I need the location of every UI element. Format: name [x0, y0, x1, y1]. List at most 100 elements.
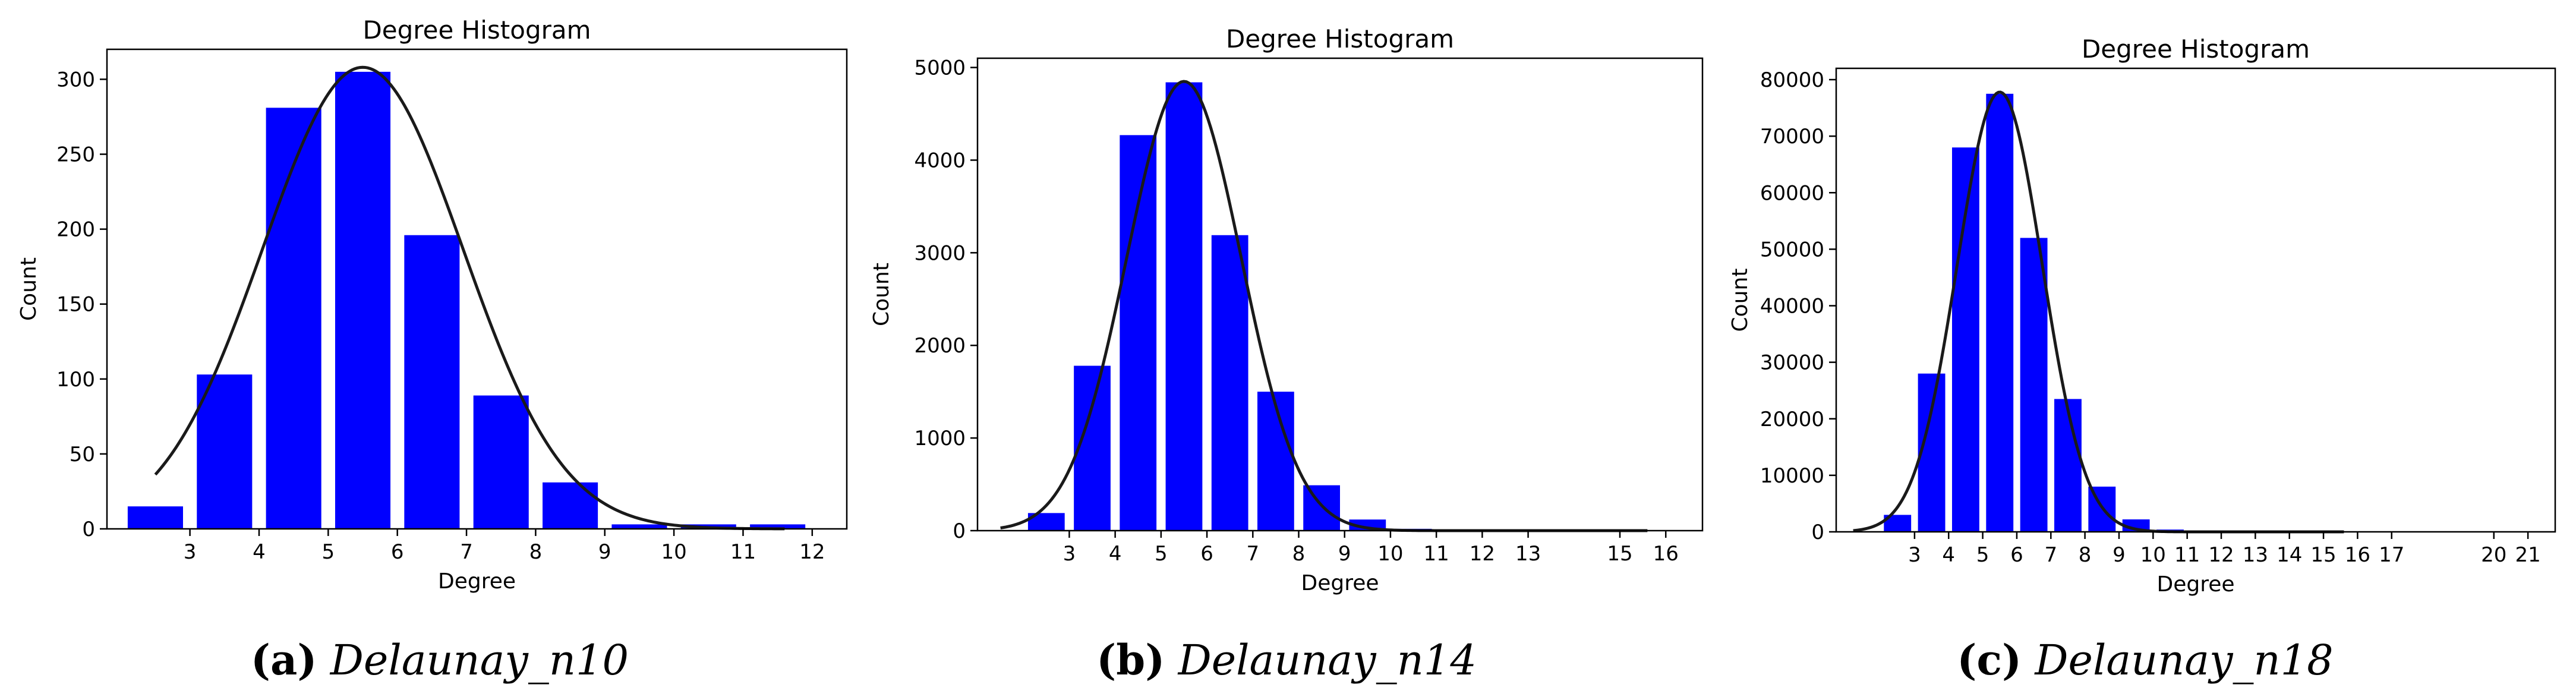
bar-3 — [335, 71, 391, 529]
y-tick-label: 0 — [1811, 521, 1824, 544]
y-tick-label: 150 — [56, 293, 95, 317]
x-tick-label: 8 — [529, 540, 543, 564]
x-tick-label: 7 — [1246, 542, 1259, 566]
y-tick-label: 40000 — [1760, 295, 1824, 319]
bars — [1884, 93, 2252, 532]
bar-7 — [611, 524, 667, 529]
bar-2 — [266, 108, 321, 529]
bar-6 — [1303, 485, 1340, 531]
y-tick-label: 3000 — [914, 241, 966, 265]
x-tick-label: 11 — [730, 540, 756, 564]
caption-name: Delaunay_n18 — [2033, 636, 2333, 685]
caption-name: Delaunay_n14 — [1177, 636, 1477, 685]
x-tick-label: 10 — [2140, 543, 2166, 567]
subfigure-caption: (a) Delaunay_n10 — [251, 635, 629, 685]
caption-label: (a) — [251, 635, 317, 685]
x-tick-label: 6 — [1200, 542, 1213, 566]
bar-4 — [2020, 238, 2048, 532]
y-tick-label: 10000 — [1760, 464, 1824, 488]
x-tick-label: 6 — [391, 540, 404, 564]
x-tick-label: 9 — [2112, 543, 2126, 567]
y-tick-label: 250 — [56, 143, 95, 167]
chart-title: Degree Histogram — [362, 15, 591, 45]
y-tick-label: 70000 — [1760, 125, 1824, 149]
y-tick-label: 200 — [56, 218, 95, 242]
fit-curve — [154, 65, 785, 531]
x-tick-label: 4 — [1109, 542, 1122, 566]
x-tick-label: 20 — [2481, 543, 2506, 567]
chart-title: Degree Histogram — [1226, 24, 1454, 53]
bar-4 — [1211, 235, 1248, 531]
x-tick-label: 10 — [661, 540, 686, 564]
y-tick-label: 20000 — [1760, 408, 1824, 431]
x-tick-label: 5 — [1155, 542, 1168, 566]
x-ticks: 3 4 5 6 7 8 9 10 11 12 13 14 15 16 17 20 21 — [1908, 532, 2541, 567]
caption-label: (c) — [1957, 635, 2022, 685]
y-tick-label: 60000 — [1760, 181, 1824, 205]
y-tick-label: 1000 — [914, 427, 966, 450]
bar-9 — [750, 524, 806, 529]
axes-frame — [106, 48, 848, 530]
subfigure-caption: (b) Delaunay_n14 — [1096, 635, 1477, 685]
x-tick-label: 13 — [1515, 542, 1541, 566]
caption-space — [1165, 636, 1178, 685]
bar-5 — [1257, 392, 1294, 531]
caption-space — [317, 636, 330, 685]
bar-4 — [404, 235, 460, 529]
x-tick-label: 12 — [2208, 543, 2234, 567]
x-tick-label: 5 — [322, 540, 335, 564]
y-tick-label: 4000 — [914, 149, 966, 172]
bar-1 — [1918, 373, 1946, 532]
bar-5 — [473, 395, 529, 529]
x-tick-label: 11 — [2174, 543, 2200, 567]
bar-0 — [127, 506, 183, 529]
panel-b: 3 4 5 6 7 8 9 10 11 12 13 15 16 0 1000 2000 3000 4000 5000… — [869, 24, 1704, 685]
x-tick-label: 21 — [2515, 543, 2540, 567]
x-tick-label: 17 — [2379, 543, 2404, 567]
x-tick-label: 5 — [1976, 543, 1989, 567]
caption-space — [2022, 636, 2035, 685]
x-tick-label: 9 — [598, 540, 611, 564]
y-axis-label: Count — [17, 257, 41, 321]
bar-3 — [1986, 93, 2014, 532]
y-tick-label: 30000 — [1760, 351, 1824, 375]
x-tick-label: 12 — [799, 540, 825, 564]
bars — [1027, 82, 1524, 531]
y-ticks: 0 50 100 150 200 250 300 — [56, 68, 107, 541]
y-tick-label: 0 — [82, 518, 95, 541]
x-tick-label: 16 — [2345, 543, 2370, 567]
bar-1 — [1074, 365, 1111, 531]
bar-6 — [543, 482, 598, 529]
y-tick-label: 100 — [56, 368, 95, 392]
y-tick-label: 300 — [56, 68, 95, 92]
y-tick-label: 2000 — [914, 334, 966, 358]
bar-5 — [2054, 399, 2082, 532]
x-tick-label: 15 — [2310, 543, 2336, 567]
bar-1 — [197, 374, 253, 529]
x-tick-label: 3 — [1063, 542, 1076, 566]
axes-frame — [1835, 67, 2556, 533]
caption-label: (b) — [1096, 635, 1165, 685]
x-tick-label: 8 — [2079, 543, 2092, 567]
x-tick-label: 9 — [1338, 542, 1351, 566]
x-axis-label: Degree — [1301, 571, 1379, 595]
x-tick-label: 16 — [1653, 542, 1679, 566]
x-tick-label: 3 — [184, 540, 197, 564]
x-tick-label: 7 — [2044, 543, 2057, 567]
x-tick-label: 13 — [2243, 543, 2268, 567]
y-tick-label: 80000 — [1760, 68, 1824, 92]
x-ticks: 3 4 5 6 7 8 9 10 11 12 — [184, 529, 825, 564]
y-axis-label: Count — [869, 263, 894, 326]
y-tick-label: 50 — [70, 443, 95, 466]
y-ticks: 0 1000 2000 3000 4000 5000 — [914, 56, 978, 543]
x-tick-label: 12 — [1470, 542, 1495, 566]
x-tick-label: 14 — [2277, 543, 2302, 567]
x-tick-label: 8 — [1292, 542, 1306, 566]
y-tick-label: 50000 — [1760, 238, 1824, 261]
y-tick-label: 5000 — [914, 56, 966, 80]
x-tick-label: 15 — [1607, 542, 1632, 566]
x-tick-label: 6 — [2010, 543, 2023, 567]
x-tick-label: 3 — [1908, 543, 1921, 567]
x-tick-label: 4 — [253, 540, 266, 564]
